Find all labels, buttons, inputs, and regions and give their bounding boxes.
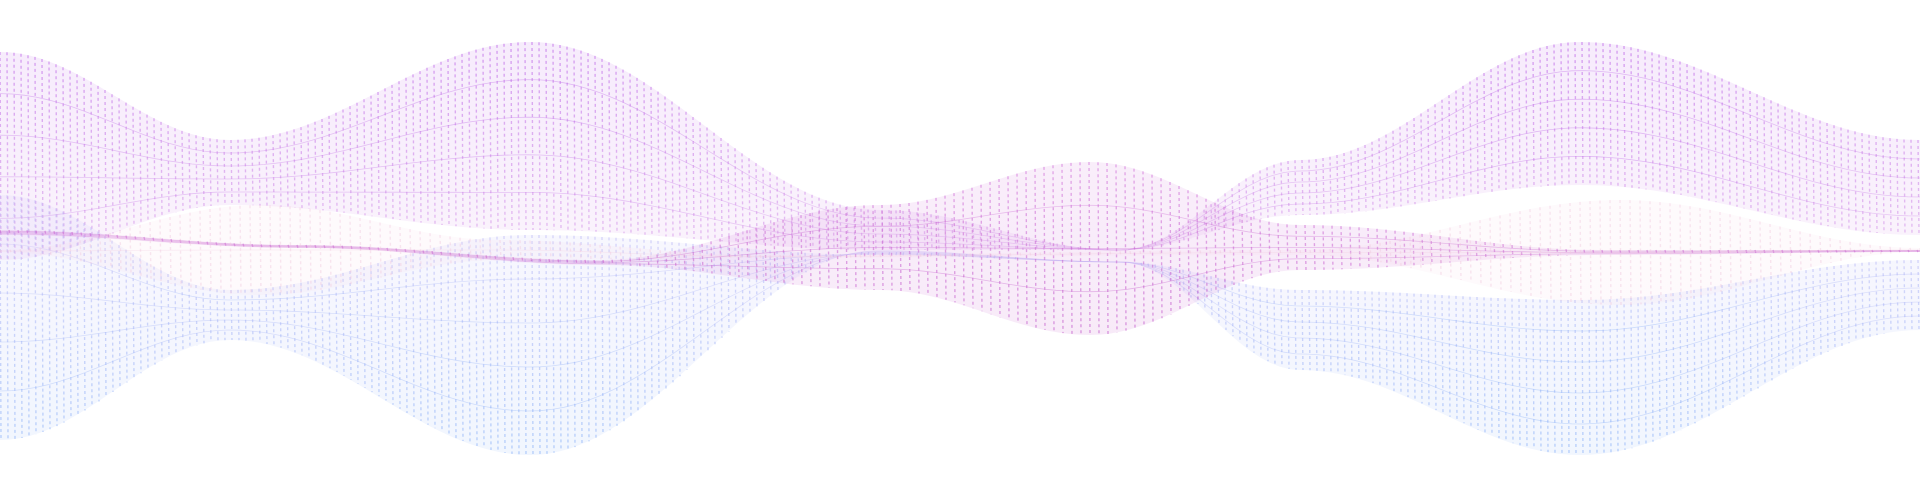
upper-ribbon-fill: [0, 42, 1920, 260]
pink-haze-ribbon: [0, 199, 1920, 306]
middle-ribbon-fill: [0, 162, 1920, 335]
pink-haze-ribbon-contour: [0, 249, 1920, 257]
